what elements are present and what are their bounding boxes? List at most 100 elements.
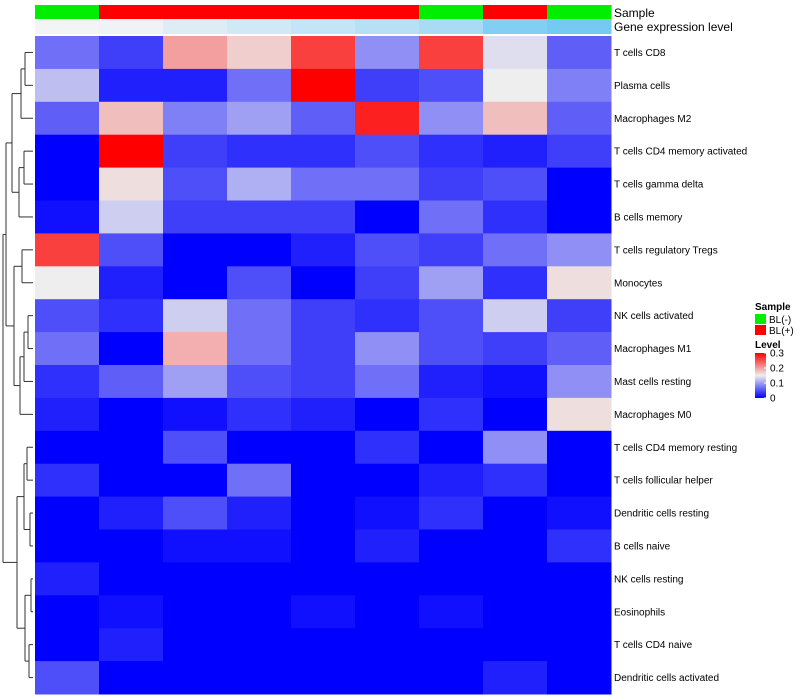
row-label: T cells follicular helper: [614, 476, 713, 487]
row-label: NK cells activated: [614, 311, 693, 322]
heatmap-cell: [227, 661, 292, 695]
heatmap-cell: [291, 167, 356, 201]
level-legend-ticks: 0.3 0.2 0.1 0: [764, 349, 784, 405]
heatmap-cell: [35, 134, 100, 169]
heatmap-cell: [547, 200, 612, 234]
sample-legend-title: Sample: [755, 302, 791, 313]
heatmap-cell: [163, 628, 228, 662]
heatmap-cell: [35, 463, 100, 498]
gene-expression-annotation-cell: [99, 19, 164, 34]
heatmap-cell: [35, 68, 100, 103]
heatmap-cell: [355, 233, 420, 267]
heatmap-cell: [163, 36, 228, 70]
heatmap-cell: [227, 529, 292, 563]
gene-expression-annotation-cell: [291, 19, 356, 34]
heatmap-cell: [163, 661, 228, 695]
heatmap-cell: [355, 134, 420, 169]
heatmap-cell: [547, 463, 612, 498]
heatmap-cell: [419, 397, 484, 432]
heatmap-cell: [419, 68, 484, 103]
sample-annotation-cell: [99, 5, 164, 19]
heatmap-cell: [291, 233, 356, 267]
row-label: Dendritic cells activated: [614, 673, 719, 684]
heatmap-cell: [227, 562, 292, 596]
sample-legend-swatch-bl-neg: [755, 314, 766, 324]
level-legend-tick-label: 0: [770, 394, 776, 405]
level-legend-tick-label: 0.3: [770, 349, 784, 360]
heatmap-cell: [35, 365, 100, 399]
heatmap-cell: [35, 661, 100, 695]
heatmap-cell: [547, 628, 612, 662]
heatmap-cell: [227, 68, 292, 103]
heatmap-cell: [419, 628, 484, 662]
heatmap-cell: [547, 365, 612, 399]
heatmap-cell: [291, 595, 356, 629]
heatmap-cell: [35, 562, 100, 596]
heatmap-cell: [163, 134, 228, 169]
heatmap-cell: [99, 36, 164, 70]
sample-annotation-cell: [163, 5, 228, 19]
heatmap-cell: [35, 167, 100, 201]
heatmap-cell: [419, 562, 484, 596]
heatmap-cell: [355, 266, 420, 300]
heatmap-cell: [291, 299, 356, 333]
heatmap-cell: [483, 661, 548, 695]
heatmap-cell: [99, 167, 164, 201]
heatmap-cell: [355, 430, 420, 465]
heatmap-cell: [419, 365, 484, 399]
heatmap-cell: [227, 101, 292, 136]
heatmap-cell: [291, 200, 356, 234]
heatmap-cell: [227, 628, 292, 662]
heatmap-cell: [35, 299, 100, 333]
heatmap-cell: [291, 134, 356, 169]
row-dendrogram: [2, 51, 33, 679]
heatmap-cell: [99, 332, 164, 366]
heatmap-cell: [227, 134, 292, 169]
sample-annotation-cell: [547, 5, 612, 19]
heatmap-cell: [419, 332, 484, 366]
heatmap-cell: [547, 36, 612, 70]
row-label: Macrophages M1: [614, 344, 692, 355]
heatmap-cell: [99, 397, 164, 432]
heatmap-cell: [227, 496, 292, 530]
row-label: Plasma cells: [614, 81, 670, 92]
heatmap-cell: [419, 463, 484, 498]
heatmap-cell: [291, 397, 356, 432]
heatmap-cell: [163, 101, 228, 136]
heatmap-cell: [291, 496, 356, 530]
heatmap-cell: [547, 68, 612, 103]
heatmap-cell: [547, 496, 612, 530]
heatmap-cell: [99, 562, 164, 596]
heatmap-cell: [35, 430, 100, 465]
heatmap-cell: [291, 628, 356, 662]
heatmap-cell: [227, 332, 292, 366]
heatmap-cell: [355, 463, 420, 498]
heatmap-cell: [163, 233, 228, 267]
heatmap-cell: [163, 266, 228, 300]
gene-expression-annotation-cell: [227, 19, 292, 34]
heatmap-cell: [163, 68, 228, 103]
heatmap-cell: [99, 430, 164, 465]
sample-annotation-cell: [419, 5, 484, 19]
heatmap-cell: [419, 36, 484, 70]
heatmap-cell: [99, 496, 164, 530]
gene-expression-annotation-cell: [35, 19, 100, 34]
gene-expression-annotation-bar: [35, 19, 612, 34]
row-label: Eosinophils: [614, 607, 665, 618]
heatmap-cell: [291, 529, 356, 563]
heatmap-cell: [483, 332, 548, 366]
heatmap-cell: [227, 365, 292, 399]
heatmap-cell: [35, 200, 100, 234]
heatmap-cell: [419, 233, 484, 267]
row-label: Mast cells resting: [614, 377, 691, 388]
heatmap-cell: [419, 200, 484, 234]
sample-annotation-bar: [35, 5, 612, 19]
heatmap-cell: [547, 661, 612, 695]
heatmap-cell: [355, 101, 420, 136]
level-legend-tick-label: 0.2: [770, 364, 784, 375]
heatmap-cell: [163, 332, 228, 366]
row-labels: T cells CD8 Plasma cells Macrophages M2 T c…: [614, 48, 747, 684]
heatmap-cell: [227, 233, 292, 267]
heatmap-cell: [35, 595, 100, 629]
heatmap-cell: [163, 595, 228, 629]
